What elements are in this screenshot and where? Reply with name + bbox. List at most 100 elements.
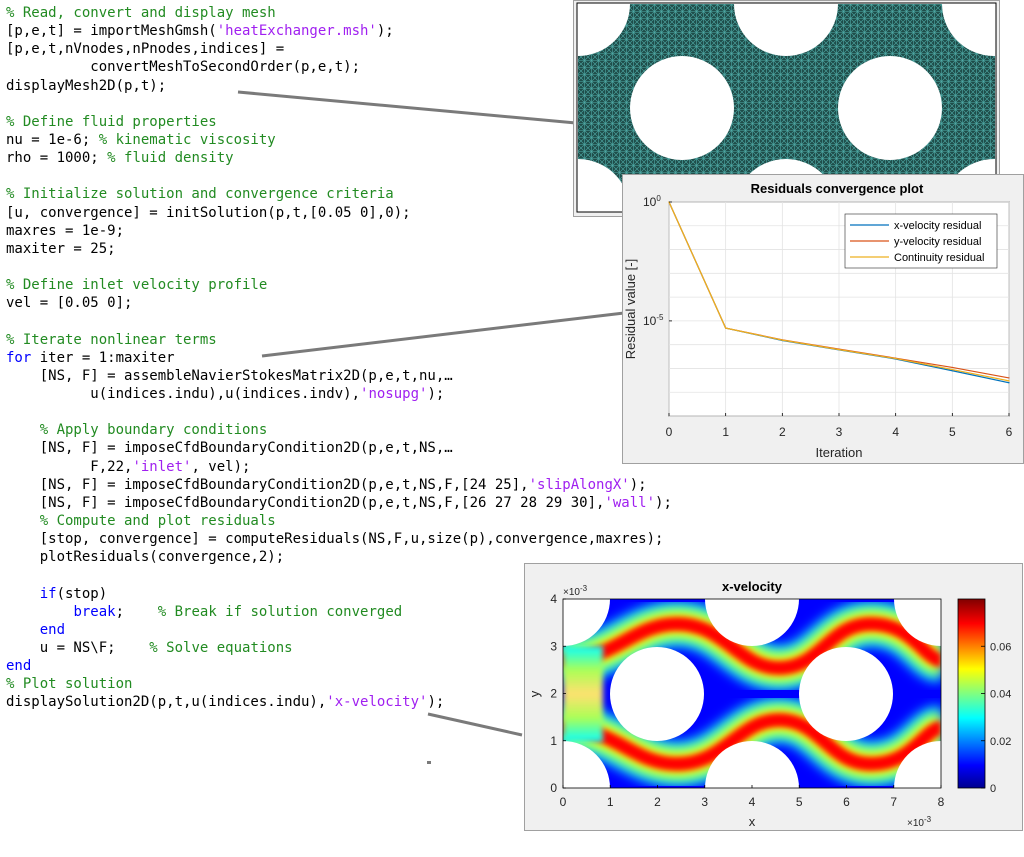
code-text: [NS, F] = imposeCfdBoundaryCondition2D(p… <box>6 476 529 493</box>
code-text: ); <box>629 476 647 493</box>
code-string: 'x-velocity' <box>326 694 428 711</box>
code-line: plotResiduals(convergence,2); <box>6 548 672 566</box>
residuals-series <box>668 201 1010 384</box>
code-line: displayMesh2D(p,t); <box>6 77 672 95</box>
solution-xexp: ×10-3 <box>907 815 932 829</box>
code-line: [NS, F] = imposeCfdBoundaryCondition2D(p… <box>6 494 672 512</box>
code-text: ); <box>427 385 445 402</box>
x-tick-label: 4 <box>892 425 899 439</box>
code-keyword: for <box>6 349 32 366</box>
code-line: [p,e,t,nVnodes,nPnodes,indices] = <box>6 40 672 58</box>
code-string: 'wall' <box>604 494 656 511</box>
solution-yexp: ×10-3 <box>563 584 588 598</box>
code-line: maxiter = 25; <box>6 240 672 258</box>
code-line: % Read, convert and display mesh <box>6 4 672 22</box>
series-point <box>895 357 897 360</box>
code-line: maxres = 1e-9; <box>6 222 672 240</box>
y-tick-label: 10-5 <box>643 313 664 328</box>
mesh-hole <box>734 4 838 56</box>
code-line: % Plot solution <box>6 675 672 693</box>
code-line: if(stop) <box>6 585 672 603</box>
code-text: ; <box>115 603 158 620</box>
code-text <box>6 586 40 602</box>
code-text: [NS, F] = assembleNavierStokesMatrix2D(p… <box>6 367 453 384</box>
code-line: % Iterate nonlinear terms <box>6 331 672 349</box>
code-comment: % Define inlet velocity profile <box>6 277 268 294</box>
code-line: break; % Break if solution converged <box>6 603 672 621</box>
y-tick-label: 2 <box>550 687 557 701</box>
series-point <box>1008 377 1010 379</box>
code-text: maxres = 1e-9; <box>6 222 125 239</box>
legend-label: y-velocity residual <box>894 236 981 248</box>
code-line: % Compute and plot residuals <box>6 512 672 530</box>
series-point <box>781 339 783 341</box>
solution-colorbar <box>957 598 986 789</box>
series-point <box>1008 382 1010 384</box>
x-tick-label: 6 <box>1006 425 1013 439</box>
code-text <box>6 604 73 620</box>
code-string: 'inlet' <box>132 458 192 475</box>
x-tick-label: 7 <box>890 795 897 809</box>
code-comment: % Solve equations <box>149 639 293 656</box>
code-line: rho = 1000; % fluid density <box>6 149 672 167</box>
solution-chart: x-velocity 0 1 2 3 4 5 6 7 8 0 1 2 3 4 ×10-3 ×10-3 x… <box>527 579 1011 829</box>
mesh-hole <box>630 56 734 160</box>
y-tick-label: 100 <box>643 194 661 209</box>
code-listing: % Read, convert and display mesh [p,e,t] … <box>6 4 672 711</box>
residuals-xticks: 0 1 2 3 4 5 6 <box>666 413 1013 439</box>
solution-yticks: 0 1 2 3 4 <box>550 592 566 795</box>
code-string: 'slipAlongX' <box>528 476 630 493</box>
code-text: [NS, F] = imposeCfdBoundaryCondition2D(p… <box>6 494 605 511</box>
series-point <box>725 327 727 329</box>
y-tick-label: 3 <box>550 639 557 653</box>
code-text: [stop, convergence] = computeResiduals(N… <box>6 531 664 548</box>
series-point <box>1008 380 1010 382</box>
solution-xticks: 0 1 2 3 4 5 6 7 8 <box>560 785 945 809</box>
code-keyword: end <box>6 658 32 675</box>
code-text: [p,e,t] = importMeshGmsh( <box>6 23 217 40</box>
series-point <box>838 349 840 351</box>
code-line <box>6 403 672 421</box>
residuals-title: Residuals convergence plot <box>751 181 924 196</box>
code-line: end <box>6 621 672 639</box>
code-text: convertMeshToSecondOrder(p,e,t); <box>6 59 361 76</box>
code-line: [u, convergence] = initSolution(p,t,[0.0… <box>6 204 672 222</box>
series-point <box>951 366 953 369</box>
code-text: vel = [0.05 0]; <box>6 295 133 312</box>
residuals-ylabel: Residual value [-] <box>623 259 638 359</box>
code-comment: % Initialize solution and convergence cr… <box>6 186 394 203</box>
x-tick-label: 5 <box>796 795 803 809</box>
x-tick-label: 6 <box>843 795 850 809</box>
legend-label: Continuity residual <box>894 252 985 264</box>
solution-field <box>563 599 941 788</box>
x-tick-label: 1 <box>607 795 614 809</box>
y-tick-label: 0 <box>550 781 557 795</box>
code-line: [NS, F] = assembleNavierStokesMatrix2D(p… <box>6 367 672 385</box>
connector-solution <box>427 712 523 737</box>
x-tick-label: 0 <box>560 795 567 809</box>
code-line: u = NS\F; % Solve equations <box>6 639 672 657</box>
code-line: % Define inlet velocity profile <box>6 276 672 294</box>
code-text: (stop) <box>56 585 108 602</box>
legend-label: x-velocity residual <box>894 220 981 232</box>
code-line: u(indices.indu),u(indices.indv),'nosupg'… <box>6 385 672 403</box>
code-line <box>6 95 672 113</box>
code-comment: % Break if solution converged <box>157 603 403 620</box>
code-keyword: if <box>39 585 57 602</box>
code-text: ); <box>655 494 672 511</box>
x-tick-label: 3 <box>836 425 843 439</box>
y-tick-label: 4 <box>550 592 557 606</box>
code-line <box>6 258 672 276</box>
series-point <box>951 370 953 372</box>
code-line: [stop, convergence] = computeResiduals(N… <box>6 530 672 548</box>
code-comment: % Define fluid properties <box>6 113 217 130</box>
code-text: [p,e,t,nVnodes,nPnodes,indices] = <box>6 41 285 58</box>
code-comment: % fluid density <box>107 150 234 167</box>
code-line: nu = 1e-6; % kinematic viscosity <box>6 131 672 149</box>
code-text: rho = 1000; <box>6 150 108 167</box>
code-text: iter = 1:maxiter <box>31 349 175 366</box>
code-line: [NS, F] = imposeCfdBoundaryCondition2D(p… <box>6 439 672 457</box>
code-comment: % Read, convert and display mesh <box>6 5 276 21</box>
